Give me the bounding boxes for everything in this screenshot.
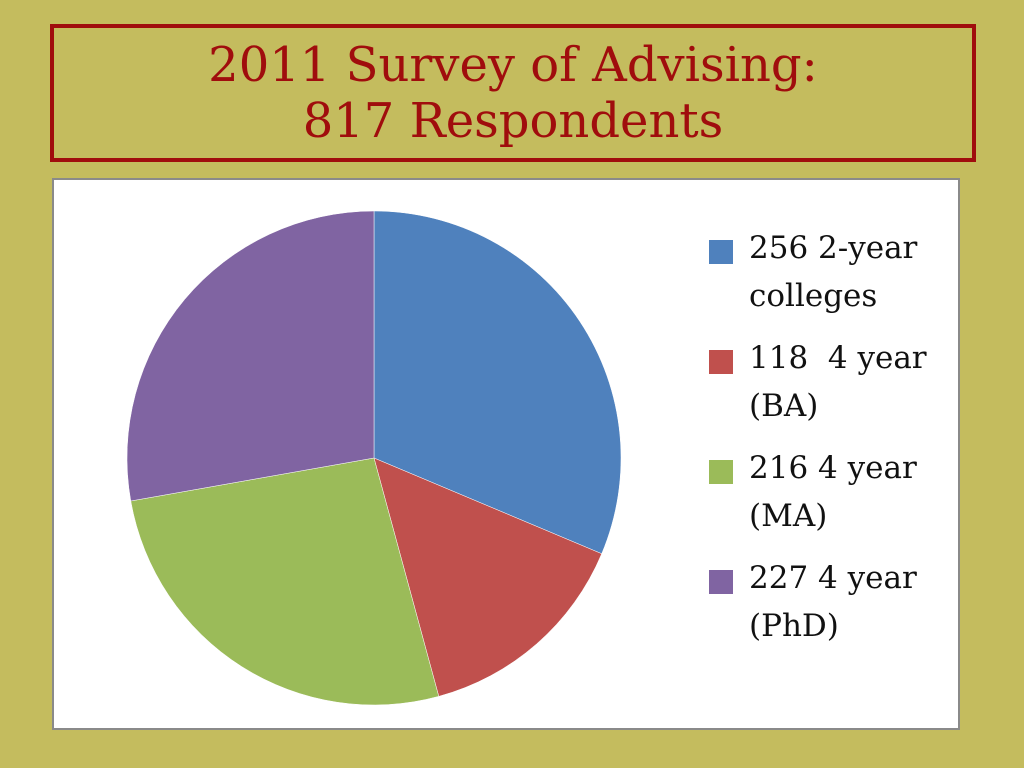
pie-chart — [126, 210, 622, 706]
title-box: 2011 Survey of Advising: 817 Respondents — [50, 24, 976, 162]
legend-item: 118 4 year (BA) — [709, 334, 949, 430]
slide-title-line-1: 2011 Survey of Advising: — [208, 37, 818, 93]
legend-label: 118 4 year (BA) — [749, 340, 927, 424]
legend-swatch — [709, 570, 733, 594]
slide-title-line-2: 817 Respondents — [302, 93, 724, 149]
legend-item: 216 4 year (MA) — [709, 444, 949, 540]
chart-panel: 256 2-year colleges 118 4 year (BA) 216 … — [52, 178, 960, 730]
pie-slice — [126, 210, 375, 502]
legend: 256 2-year colleges 118 4 year (BA) 216 … — [709, 224, 949, 664]
pie-slice — [373, 210, 622, 555]
pie-slice — [373, 457, 603, 697]
pie-slice — [130, 457, 440, 706]
legend-label: 256 2-year colleges — [749, 230, 918, 314]
legend-swatch — [709, 350, 733, 374]
legend-item: 227 4 year (PhD) — [709, 554, 949, 650]
legend-label: 227 4 year (PhD) — [749, 560, 917, 644]
legend-swatch — [709, 240, 733, 264]
legend-swatch — [709, 460, 733, 484]
legend-label: 216 4 year (MA) — [749, 450, 917, 534]
legend-item: 256 2-year colleges — [709, 224, 949, 320]
